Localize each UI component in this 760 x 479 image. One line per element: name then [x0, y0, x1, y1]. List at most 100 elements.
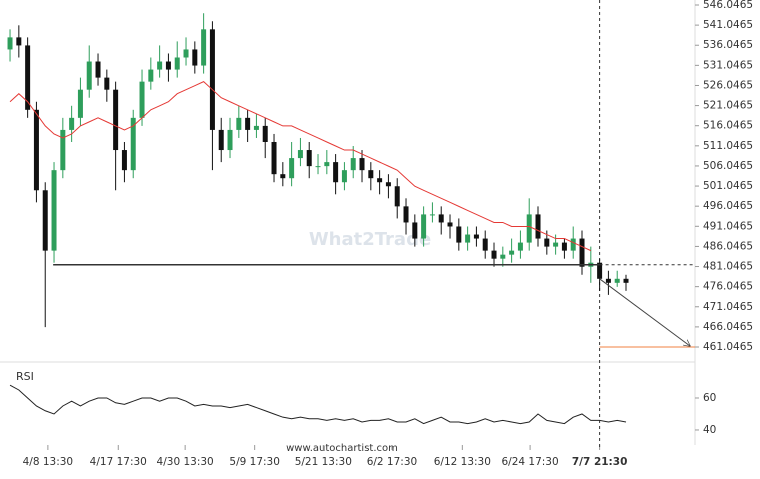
candle-body	[561, 242, 567, 251]
candle-body	[236, 117, 242, 130]
candle-body	[33, 109, 39, 191]
candle-body	[517, 242, 523, 251]
candle-body	[157, 61, 163, 70]
candle-body	[69, 117, 75, 130]
x-tick-label: 5/21 13:30	[295, 456, 352, 468]
candle-body	[385, 182, 391, 187]
candle-body	[315, 166, 321, 168]
candle-body	[95, 61, 101, 78]
candle-body	[245, 117, 251, 130]
candle-body	[324, 162, 330, 167]
x-tick-label: 6/12 13:30	[434, 456, 491, 468]
y-tick-label: 536.0465	[703, 39, 753, 51]
y-tick-label: 496.0465	[703, 200, 753, 212]
candle-body	[297, 150, 303, 159]
candle-body	[306, 150, 312, 167]
candle-body	[227, 129, 233, 151]
y-tick-label: 526.0465	[703, 79, 753, 91]
candle-body	[289, 158, 295, 179]
candle-body	[77, 89, 83, 118]
candle-body	[165, 61, 171, 70]
y-tick-label: 461.0465	[703, 341, 753, 353]
y-tick-label: 476.0465	[703, 281, 753, 293]
candle-body	[7, 37, 13, 50]
candle-body	[280, 174, 286, 179]
candle-body	[262, 125, 268, 142]
y-tick-label: 466.0465	[703, 321, 753, 333]
y-tick-label: 516.0465	[703, 120, 753, 132]
x-tick-label: 4/17 17:30	[90, 456, 147, 468]
y-tick-label: 541.0465	[703, 19, 753, 31]
candle-body	[174, 57, 180, 70]
candle-body	[403, 206, 409, 223]
candle-body	[500, 254, 506, 259]
candle-body	[394, 186, 400, 207]
rsi-tick-label: 40	[703, 424, 716, 436]
rsi-label: RSI	[16, 370, 34, 383]
y-tick-label: 521.0465	[703, 100, 753, 112]
y-tick-label: 471.0465	[703, 301, 753, 313]
watermark: What2Trade	[309, 229, 431, 250]
source: www.autochartist.com	[286, 443, 398, 454]
candle-body	[570, 238, 576, 251]
candle-body	[201, 29, 207, 66]
candle-body	[350, 158, 356, 171]
x-tick-label: 7/7 21:30	[572, 456, 628, 468]
x-tick-label: 4/8 13:30	[23, 456, 74, 468]
candle-body	[16, 37, 22, 46]
candle-body	[447, 222, 453, 227]
rsi-line	[9, 384, 627, 425]
candle-body	[104, 77, 110, 90]
x-tick-label: 5/9 17:30	[229, 456, 280, 468]
candle-body	[553, 242, 559, 247]
candle-body	[25, 45, 31, 110]
y-tick-label: 501.0465	[703, 180, 753, 192]
candle-body	[509, 250, 515, 255]
y-tick-label: 546.0465	[703, 0, 753, 11]
candle-body	[438, 214, 444, 223]
candle-body	[465, 234, 471, 243]
candle-body	[491, 250, 497, 259]
candle-body	[209, 29, 215, 130]
forecast-arrow	[599, 278, 690, 346]
candle-body	[544, 238, 550, 247]
candle-body	[51, 170, 57, 251]
candle-body	[368, 170, 374, 179]
candle-body	[623, 278, 629, 283]
candle-body	[271, 141, 277, 175]
y-tick-label: 506.0465	[703, 160, 753, 172]
candle-body	[341, 170, 347, 183]
candle-body	[192, 49, 198, 66]
y-tick-label: 511.0465	[703, 140, 753, 152]
y-tick-label: 481.0465	[703, 261, 753, 273]
candle-body	[535, 214, 541, 239]
candle-body	[42, 190, 48, 251]
y-tick-label: 491.0465	[703, 220, 753, 232]
candle-body	[183, 49, 189, 58]
candle-body	[412, 222, 418, 239]
candle-body	[456, 226, 462, 243]
candle-body	[429, 214, 435, 216]
candle-body	[121, 150, 127, 171]
candle-body	[253, 125, 259, 130]
y-tick-label: 486.0465	[703, 240, 753, 252]
candle-body	[139, 81, 145, 118]
x-tick-label: 6/24 17:30	[501, 456, 558, 468]
candle-body	[526, 214, 532, 243]
candle-body	[473, 234, 479, 239]
candle-body	[86, 61, 92, 90]
candle-body	[333, 162, 339, 183]
candle-body	[421, 214, 427, 239]
x-tick-label: 4/30 13:30	[157, 456, 214, 468]
candle-body	[113, 89, 119, 151]
candle-body	[377, 178, 383, 183]
candle-body	[597, 262, 603, 279]
candle-body	[148, 69, 154, 82]
candle-body	[130, 117, 136, 171]
candle-body	[359, 158, 365, 171]
candle-body	[218, 129, 224, 151]
candle-body	[579, 238, 585, 267]
rsi-tick-label: 60	[703, 392, 716, 404]
x-tick-label: 6/2 17:30	[367, 456, 418, 468]
